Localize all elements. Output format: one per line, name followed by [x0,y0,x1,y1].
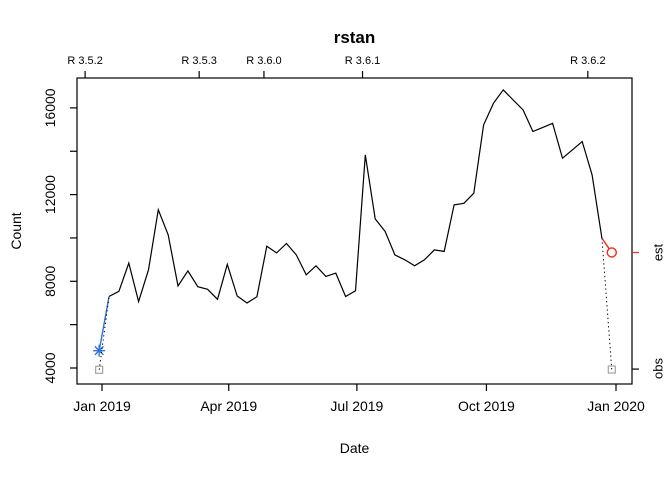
y-axis-tick-label: 16000 [42,88,58,127]
y-axis-tick-label: 8000 [42,266,58,297]
estimate-circle-marker [606,247,617,258]
release-label: R 3.6.0 [246,55,281,67]
release-label: R 3.6.1 [345,55,380,67]
release-label: R 3.5.3 [181,55,216,67]
est-axis-label: est [651,243,666,261]
y-axis-tick-label: 4000 [42,352,58,383]
x-axis-tick-label: Oct 2019 [458,398,515,414]
obs-axis-label: obs [651,358,666,379]
observed-first-dotted [98,296,110,370]
observed-last-dotted [601,238,613,370]
y-axis-tick-label: 12000 [42,175,58,214]
y-axis-title: Count [8,212,24,249]
estimate-last-segment [601,237,610,250]
x-axis-title: Date [340,440,370,456]
observed-first-square-marker [95,365,104,374]
generated-plot-layer: 4000 8000 12000 16000 Jan 2019 Apr 2019 Jul 20… [42,55,645,414]
plot-box [76,77,633,385]
x-axis-tick-label: Jan 2019 [73,398,131,414]
observed-last-square-marker [607,365,616,374]
release-label: R 3.5.2 [67,55,102,67]
x-axis-tick-label: Jul 2019 [330,398,383,414]
x-axis-tick-label: Apr 2019 [200,398,257,414]
downloads-line [108,88,603,304]
chart-title: rstan [334,28,376,47]
release-label: R 3.6.2 [570,55,605,67]
adjusted-first-segment [98,296,110,351]
x-axis-tick-label: Jan 2020 [587,398,645,414]
